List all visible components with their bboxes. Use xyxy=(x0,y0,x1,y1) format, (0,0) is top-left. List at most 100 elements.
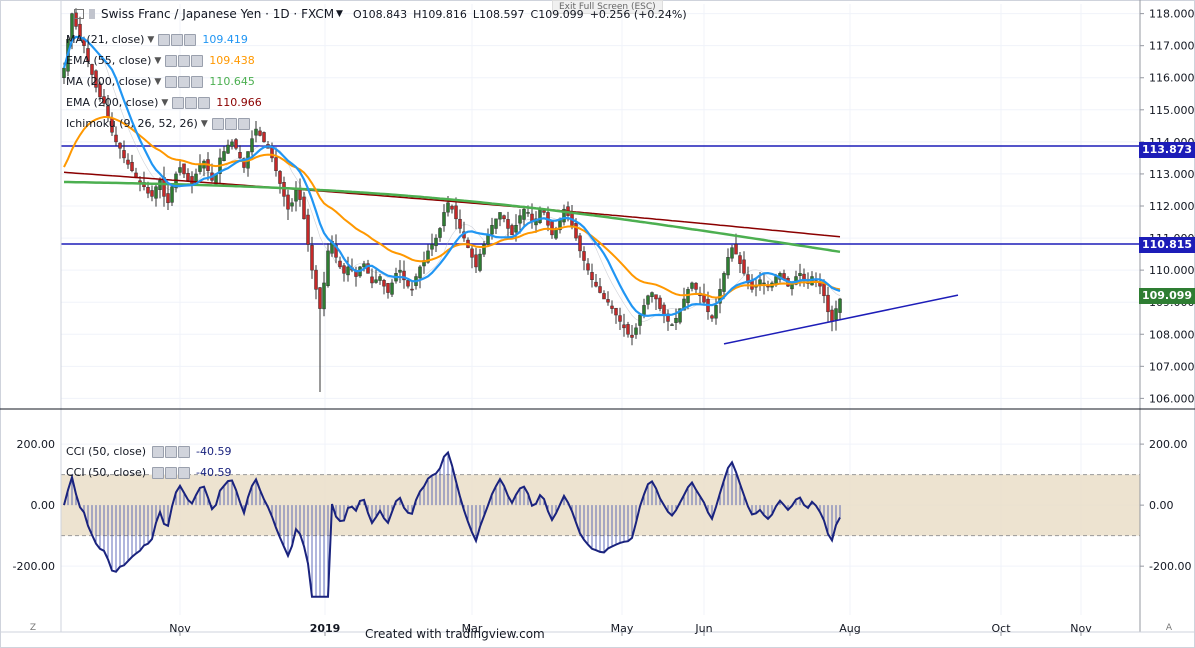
timezone-button[interactable]: Z xyxy=(29,623,37,633)
candle-body xyxy=(446,202,450,213)
oscillator-legend-row[interactable]: CCI (50, close) -40.59 xyxy=(66,466,231,479)
candle-body xyxy=(822,282,826,297)
indicator-value: 109.419 xyxy=(202,33,248,46)
candle-body xyxy=(574,223,578,239)
candle-body xyxy=(758,279,762,285)
candle-body xyxy=(470,248,474,258)
gear-icon[interactable] xyxy=(165,445,178,458)
indicator-name: MA (200, close) xyxy=(66,75,152,88)
gear-icon[interactable] xyxy=(171,33,184,46)
chevron-down-icon[interactable]: ▼ xyxy=(200,118,208,129)
gear-icon[interactable] xyxy=(178,75,191,88)
candle-body xyxy=(438,228,442,238)
cci-band xyxy=(61,474,1140,537)
candle-body xyxy=(586,263,590,271)
candle-body xyxy=(594,281,598,287)
candle-body xyxy=(730,247,734,259)
candle-body xyxy=(346,266,350,276)
candle-body xyxy=(498,212,502,220)
candle-body xyxy=(650,292,654,297)
eye-icon[interactable] xyxy=(211,117,224,130)
candle-body xyxy=(238,152,242,159)
candle-body xyxy=(374,279,378,283)
chevron-down-icon[interactable]: ▼ xyxy=(161,97,169,108)
legend-row[interactable]: MA (21, close) ▼ 109.419 xyxy=(66,33,248,46)
candle-body xyxy=(318,287,322,309)
candle-body xyxy=(726,257,730,276)
close-icon[interactable] xyxy=(237,117,250,130)
close-icon[interactable] xyxy=(184,33,197,46)
candle-body xyxy=(294,189,298,202)
candle-body xyxy=(442,212,446,227)
indicator-buttons[interactable] xyxy=(165,75,204,88)
price-tick-label: 108.000 xyxy=(1149,328,1195,341)
gear-icon[interactable] xyxy=(224,117,237,130)
ohlc-open: O108.843 xyxy=(352,7,408,21)
chevron-down-icon[interactable]: ▼ xyxy=(147,34,155,45)
legend-row[interactable]: EMA (200, close) ▼ 110.966 xyxy=(66,96,262,109)
candle-body xyxy=(62,67,66,78)
eye-icon[interactable] xyxy=(165,75,178,88)
chevron-down-icon[interactable]: ▼ xyxy=(336,9,343,19)
chevron-down-icon[interactable]: ▼ xyxy=(154,55,162,66)
candle-body xyxy=(598,286,602,293)
oscillator-buttons[interactable] xyxy=(152,466,191,479)
cci-band-fill xyxy=(61,474,1140,536)
legend-row[interactable]: EMA (55, close) ▼ 109.438 xyxy=(66,54,255,67)
indicator-buttons[interactable] xyxy=(172,96,211,109)
candle-body xyxy=(270,147,274,159)
candle-body xyxy=(450,205,454,210)
eye-icon[interactable] xyxy=(172,96,185,109)
indicator-buttons[interactable] xyxy=(158,33,197,46)
candle-body xyxy=(502,215,506,220)
gear-icon[interactable] xyxy=(178,54,191,67)
candle-body xyxy=(306,214,310,245)
candle-body xyxy=(98,83,102,98)
candle-body xyxy=(258,130,262,136)
candle-body xyxy=(674,317,678,323)
close-icon[interactable] xyxy=(191,75,204,88)
flag-icon xyxy=(89,9,95,19)
candle-body xyxy=(738,255,742,264)
close-icon[interactable] xyxy=(178,466,191,479)
candle-body xyxy=(710,315,714,319)
ema200-line xyxy=(63,171,841,238)
legend-row[interactable]: Ichimoku (9, 26, 52, 26) ▼ xyxy=(66,117,256,130)
candle-body xyxy=(426,250,430,263)
legend-row[interactable]: MA (200, close) ▼ 110.645 xyxy=(66,75,255,88)
gear-icon[interactable] xyxy=(185,96,198,109)
auto-scale-button[interactable]: A xyxy=(1165,623,1173,633)
collapse-icon[interactable] xyxy=(74,9,84,19)
indicator-buttons[interactable] xyxy=(211,117,250,130)
time-tick-label: Jun xyxy=(694,622,712,635)
ascending-trendline xyxy=(723,294,959,345)
candle-body xyxy=(658,297,662,309)
symbol-name[interactable]: Swiss Franc / Japanese Yen · 1D · FXCM xyxy=(101,7,335,21)
close-icon[interactable] xyxy=(191,54,204,67)
time-tick-label: Nov xyxy=(169,622,191,635)
exit-fullscreen-button[interactable]: Exit Full Screen (ESC) xyxy=(552,0,663,14)
indicator-buttons[interactable] xyxy=(165,54,204,67)
credit-text: Created with tradingview.com xyxy=(365,627,545,641)
oscillator-buttons[interactable] xyxy=(152,445,191,458)
gear-icon[interactable] xyxy=(165,466,178,479)
ohlc-high: H109.816 xyxy=(413,7,467,21)
chevron-down-icon[interactable]: ▼ xyxy=(154,76,162,87)
price-tick-label: 117.000 xyxy=(1149,40,1195,53)
close-icon[interactable] xyxy=(198,96,211,109)
candle-body xyxy=(166,193,170,204)
candle-body xyxy=(494,218,498,229)
close-icon[interactable] xyxy=(178,445,191,458)
indicator-value: 110.645 xyxy=(209,75,255,88)
eye-icon[interactable] xyxy=(158,33,171,46)
candle-body xyxy=(342,265,346,274)
oscillator-legend-row[interactable]: CCI (50, close) -40.59 xyxy=(66,445,231,458)
candle-body xyxy=(310,245,314,271)
candle-body xyxy=(654,294,658,300)
eye-icon[interactable] xyxy=(152,466,165,479)
eye-icon[interactable] xyxy=(165,54,178,67)
candle-body xyxy=(834,308,838,320)
eye-icon[interactable] xyxy=(152,445,165,458)
